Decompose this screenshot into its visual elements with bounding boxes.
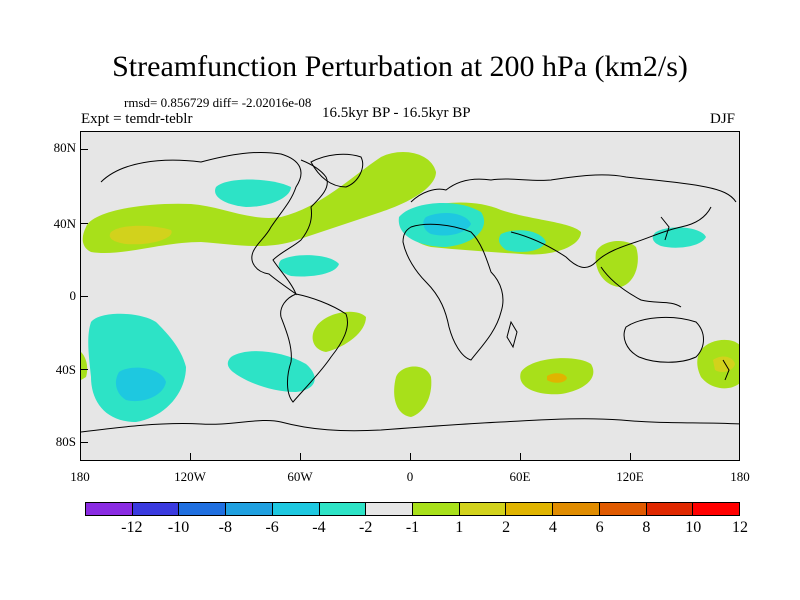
rmsd-annotation: rmsd= 0.856729 diff= -2.02016e-08 [124, 95, 312, 110]
colorbar-tick-label: -10 [167, 519, 190, 536]
colorbar-tick-label: 4 [548, 519, 557, 536]
negative-region-sp-core [115, 367, 166, 402]
negative-region-caribbean [278, 255, 339, 277]
colorbar-box [86, 503, 133, 515]
positive-region-pacific-core [109, 225, 172, 245]
lon-label-60w: 60W [287, 469, 313, 484]
colorbar-tick-label: 10 [685, 519, 702, 536]
coastline-new-zealand [722, 359, 730, 381]
season-label: DJF [710, 111, 736, 127]
lat-label-equator: 0 [69, 288, 77, 303]
lon-label-60e: 60E [509, 469, 531, 484]
colorbar-tick-label: -2 [359, 519, 373, 536]
colorbar-box [553, 503, 600, 515]
colorbar-tick-label: -6 [265, 519, 279, 536]
negative-region-patagonia [227, 351, 315, 392]
lat-label-40n: 40N [53, 216, 76, 231]
map-panel [80, 131, 740, 461]
lat-tick [80, 149, 88, 150]
negative-region-med-core [423, 212, 471, 236]
colorbar-box [319, 503, 367, 515]
colorbar-tick-label: 6 [595, 519, 604, 536]
lon-tick [300, 453, 301, 461]
coastline-north-america [100, 151, 328, 296]
coastline-southeast-asia [600, 266, 682, 308]
colorbar-tick-label: 1 [455, 519, 464, 536]
negative-region-japan [652, 227, 706, 248]
colorbar-box [693, 503, 740, 515]
lat-tick [80, 442, 88, 443]
lat-tick [80, 296, 88, 297]
coastline-australia [623, 317, 704, 363]
lon-tick [520, 453, 521, 461]
positive-region-west-edge [81, 352, 88, 380]
positive-region-south-africa [394, 366, 432, 417]
coastline-greenland [310, 153, 364, 188]
figure-title: Streamfunction Perturbation at 200 hPa (… [112, 50, 688, 83]
positive-region-indian-core [547, 373, 567, 383]
colorbar-tick-label: 8 [642, 519, 651, 536]
colorbar-box [506, 503, 554, 515]
coastline-madagascar [506, 320, 518, 349]
map-canvas [81, 151, 739, 433]
coastlines [81, 151, 739, 433]
colorbar [85, 502, 740, 516]
lon-label-120w: 120W [174, 469, 206, 484]
colorbar-box [179, 503, 227, 515]
lon-label-0: 0 [406, 469, 414, 484]
lat-tick [80, 223, 88, 224]
colorbar-tick-label: -12 [121, 519, 143, 536]
coastline-europe [410, 174, 737, 203]
negative-region-canada [215, 179, 291, 207]
colorbar-box [272, 503, 320, 515]
colorbar-tick-label: -4 [312, 519, 326, 536]
positive-region-west-pacific [595, 240, 638, 287]
coastline-africa [402, 223, 504, 361]
lon-label-180e: 180 [730, 469, 750, 484]
coastline-asia [510, 206, 712, 268]
colorbar-box [646, 503, 694, 515]
lat-label-80n: 80N [53, 140, 76, 155]
positive-region-nz-core [713, 356, 735, 372]
lon-tick [410, 453, 411, 461]
coastline-south-america [280, 293, 348, 403]
negative-region-arabia [498, 230, 546, 252]
lat-tick [80, 369, 88, 370]
colorbar-tick-label: 12 [732, 519, 748, 536]
lon-label-180w: 180 [70, 469, 90, 484]
subtitle-label: 16.5kyr BP - 16.5kyr BP [322, 105, 471, 121]
colorbar-box [132, 503, 180, 515]
lon-tick [190, 453, 191, 461]
positive-region-atlantic-band [82, 152, 436, 254]
colorbar-box [413, 503, 460, 515]
lon-label-120e: 120E [616, 469, 644, 484]
colorbar-box [226, 503, 273, 515]
colorbar-box [366, 503, 414, 515]
experiment-label: Expt = temdr-teblr [81, 111, 193, 127]
coastline-japan [660, 216, 670, 241]
colorbar-box [599, 503, 647, 515]
coastline-antarctica [81, 418, 739, 433]
lon-tick [630, 453, 631, 461]
lat-label-40s: 40S [55, 362, 76, 377]
colorbar-tick-label: -8 [218, 519, 232, 536]
negative-anomaly-regions [88, 179, 706, 422]
lat-label-80s: 80S [55, 434, 76, 449]
colorbar-tick-label: 2 [502, 519, 511, 536]
colorbar-tick-label: -1 [405, 519, 420, 536]
colorbar-box [459, 503, 507, 515]
positive-region-south-atlantic [312, 311, 366, 352]
